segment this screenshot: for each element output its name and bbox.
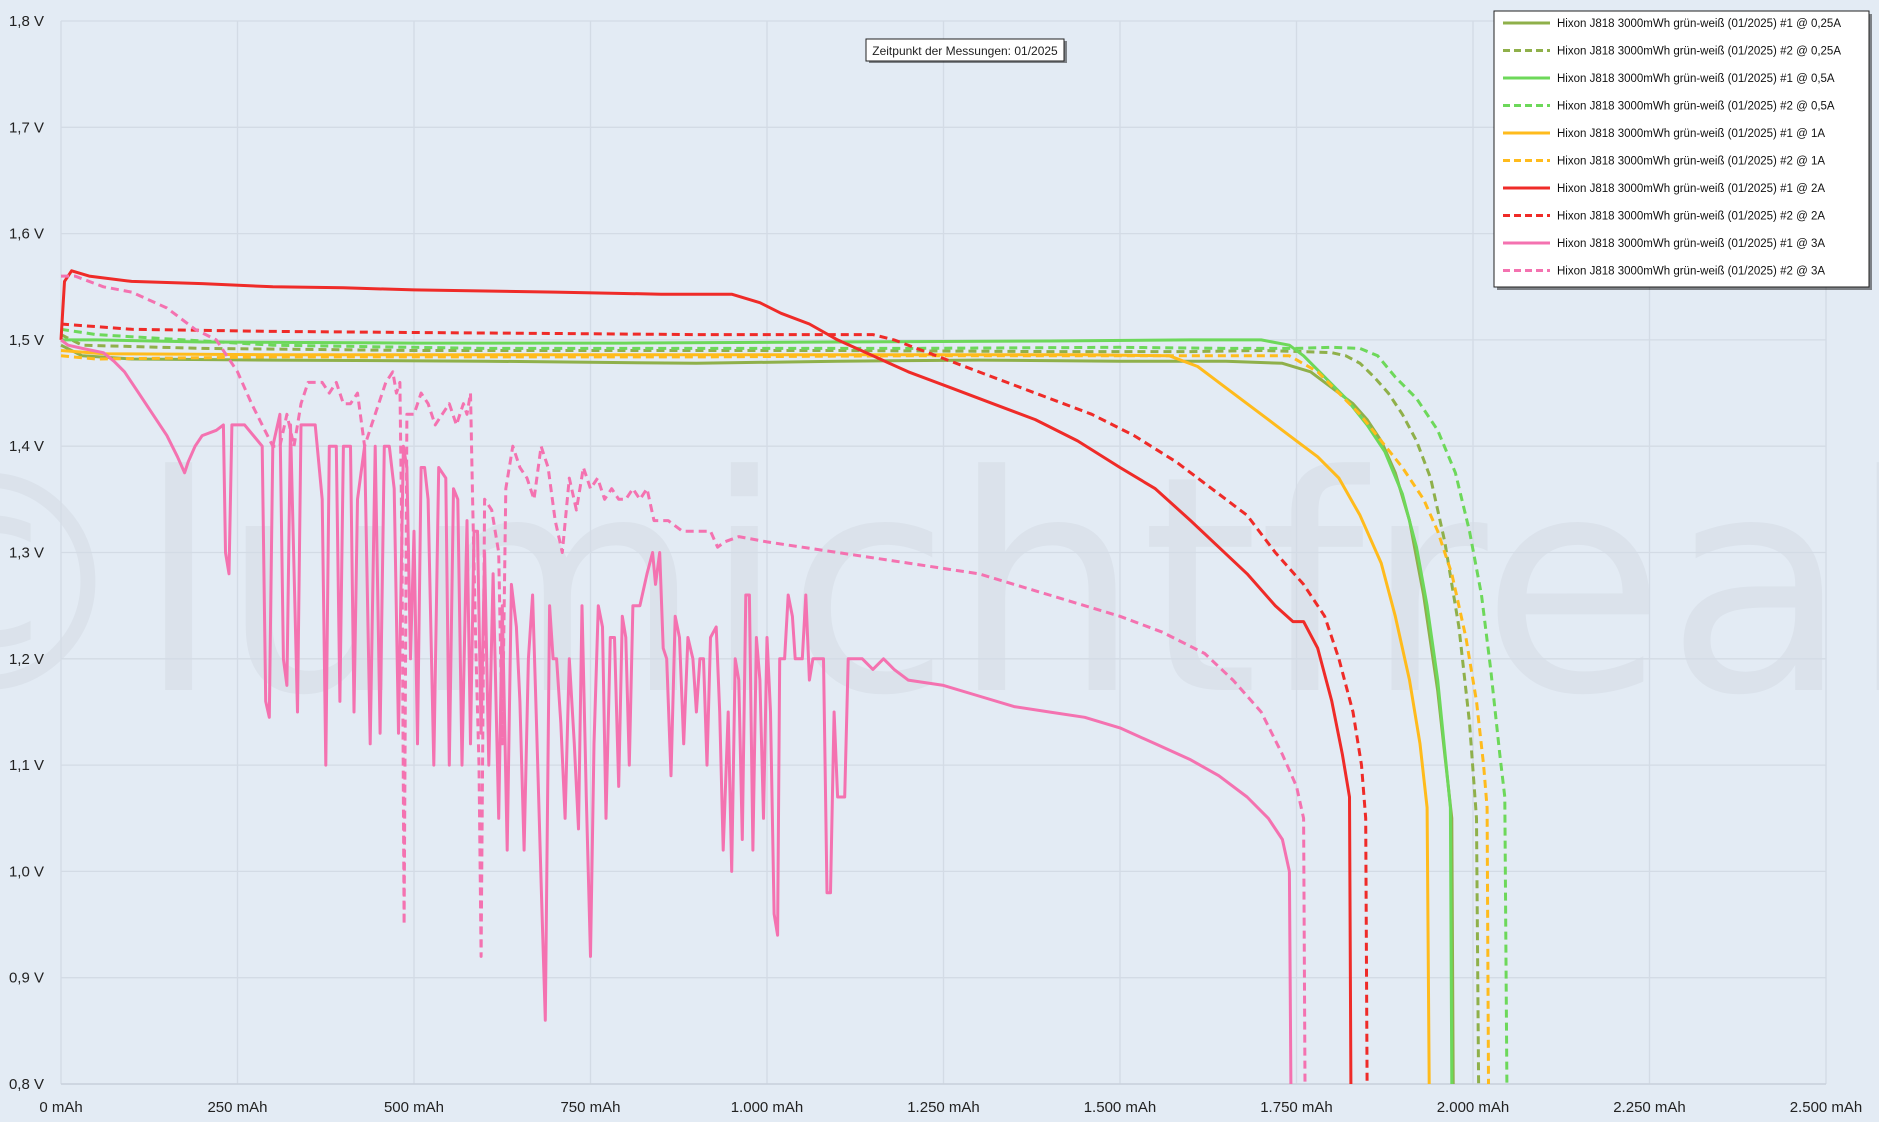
x-tick-label: 1.750 mAh [1260,1099,1333,1116]
legend-label: Hixon J818 3000mWh grün-weiß (01/2025) #… [1557,128,1825,140]
series-line-6 [60,354,1490,1085]
series-line-8 [60,322,1369,1085]
y-tick-label: 1,0 V [9,863,44,880]
x-tick-label: 1.250 mAh [907,1099,980,1116]
axis-tick-labels: 0,8 V 0,9 V 1,0 V 1,1 V 1,2 V 1,3 V 1,4 V 1,5 V… [9,13,1862,1116]
y-tick-label: 1,6 V [9,226,44,243]
legend-items: Hixon J818 3000mWh grün-weiß (01/2025) #… [1503,18,1841,278]
y-tick-label: 1,7 V [9,119,44,136]
x-tick-label: 1.000 mAh [731,1099,804,1116]
x-tick-label: 0 mAh [39,1099,82,1116]
x-tick-label: 250 mAh [207,1099,267,1116]
x-tick-label: 2.500 mAh [1790,1099,1863,1116]
legend-label: Hixon J818 3000mWh grün-weiß (01/2025) #… [1557,183,1825,195]
legend-label: Hixon J818 3000mWh grün-weiß (01/2025) #… [1557,238,1825,250]
y-tick-label: 1,5 V [9,332,44,349]
x-tick-label: 750 mAh [560,1099,620,1116]
x-tick-label: 1.500 mAh [1084,1099,1157,1116]
series-line-9 [60,338,1293,1085]
legend-label: Hixon J818 3000mWh grün-weiß (01/2025) #… [1557,156,1825,168]
y-tick-label: 1,4 V [9,438,44,455]
legend-box [1493,10,1870,288]
legend-label: Hixon J818 3000mWh grün-weiß (01/2025) #… [1557,73,1835,85]
y-tick-label: 0,8 V [9,1076,44,1093]
series-line-7 [59,269,1353,1085]
x-tick-label: 2.250 mAh [1613,1099,1686,1116]
measurement-date-annotation: Zeitpunkt der Messungen: 01/2025 [865,38,1067,63]
y-tick-label: 1,1 V [9,757,44,774]
annotation-box [865,38,1065,62]
legend-label: Hixon J818 3000mWh grün-weiß (01/2025) #… [1557,266,1825,278]
x-tick-label: 500 mAh [384,1099,444,1116]
series-line-3 [61,338,1454,1085]
series-line-5 [60,349,1431,1085]
legend-label: Hixon J818 3000mWh grün-weiß (01/2025) #… [1557,101,1835,113]
legend-label: Hixon J818 3000mWh grün-weiß (01/2025) #… [1557,211,1825,223]
y-tick-label: 0,9 V [9,970,44,987]
x-tick-label: 2.000 mAh [1437,1099,1510,1116]
series-line-1 [60,343,1455,1085]
y-tick-label: 1,2 V [9,651,44,668]
y-tick-label: 1,8 V [9,13,44,30]
legend-label: Hixon J818 3000mWh grün-weiß (01/2025) #… [1557,46,1841,58]
legend-label: Hixon J818 3000mWh grün-weiß (01/2025) #… [1557,18,1841,30]
series-line-10 [61,274,1307,1085]
plot-lines [59,269,1509,1085]
annotation-text: Zeitpunkt der Messungen: 01/2025 [872,44,1058,58]
legend: Hixon J818 3000mWh grün-weiß (01/2025) #… [1493,10,1872,290]
y-tick-label: 1,3 V [9,545,44,562]
